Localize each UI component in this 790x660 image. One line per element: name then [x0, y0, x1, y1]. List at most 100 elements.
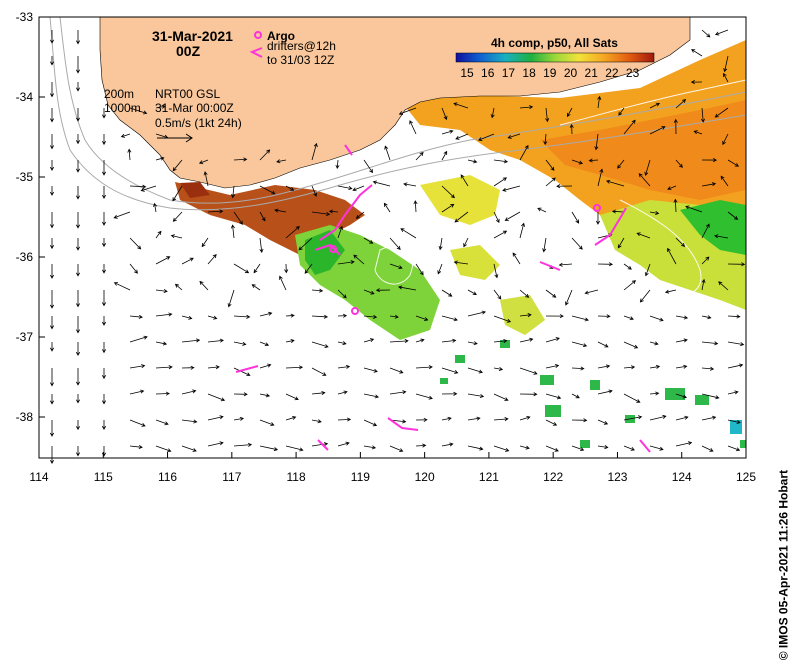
- current-vector-arrow: [389, 339, 409, 344]
- current-vector-arrow: [639, 289, 651, 303]
- lon-tick-label: 117: [222, 470, 241, 484]
- current-vector-arrow: [75, 316, 81, 334]
- current-vector-arrow: [49, 368, 55, 387]
- current-vector-arrow: [259, 237, 264, 253]
- longitude-axis: 114 115 116 117 118 119 120 121 122 123 124 125: [29, 452, 756, 484]
- current-vector-arrow: [493, 339, 508, 344]
- current-vector-arrow: [75, 342, 81, 357]
- current-vector-arrow: [490, 107, 495, 119]
- current-vector-arrow: [101, 108, 107, 119]
- current-vector-arrow: [545, 107, 550, 123]
- current-vector-arrow: [259, 211, 266, 222]
- current-vector-arrow: [493, 159, 509, 164]
- current-vector-arrow: [467, 159, 478, 164]
- current-vector-arrow: [714, 29, 729, 36]
- current-vector-arrow: [727, 390, 739, 395]
- current-vector-arrow: [75, 420, 81, 431]
- current-vector-arrow: [75, 368, 81, 386]
- current-vector-arrow: [467, 445, 484, 451]
- current-vector-arrow: [259, 185, 276, 195]
- ssh-contours: [374, 79, 747, 297]
- current-vector-arrow: [285, 393, 299, 401]
- current-vector-arrow: [384, 145, 391, 161]
- current-vector-arrow: [233, 416, 245, 421]
- current-vector-arrow: [181, 365, 195, 370]
- latitude-axis: -33 -34 -35 -36 -37 -38: [16, 10, 45, 424]
- current-vector-arrow: [311, 419, 322, 424]
- current-vector-arrow: [198, 159, 209, 165]
- argo-legend-label: Argo: [267, 29, 295, 43]
- current-vector-arrow: [49, 420, 55, 437]
- lon-tick-label: 123: [607, 470, 627, 484]
- current-vector-arrow: [75, 134, 81, 145]
- current-vector-arrow: [618, 107, 625, 116]
- current-vector-arrow: [285, 445, 304, 452]
- current-vector-arrow: [727, 363, 744, 369]
- current-vector-arrow: [467, 341, 478, 346]
- current-vector-arrow: [519, 392, 538, 397]
- current-vector-arrow: [259, 311, 273, 317]
- current-vector-arrow: [101, 342, 107, 354]
- lon-tick-label: 120: [415, 470, 435, 484]
- current-vector-arrow: [363, 159, 373, 174]
- current-vector-arrow: [556, 184, 573, 189]
- current-vector-arrow: [233, 157, 248, 162]
- current-vector-arrow: [512, 252, 521, 265]
- current-vector-arrow: [285, 365, 304, 370]
- current-vector-arrow: [455, 133, 469, 140]
- current-vector-arrow: [207, 338, 224, 343]
- current-vector-arrow: [363, 445, 377, 450]
- current-vector-arrow: [311, 341, 329, 348]
- current-vector-arrow: [129, 184, 147, 189]
- current-vector-arrow: [675, 159, 683, 168]
- current-vector-arrow: [49, 160, 55, 171]
- lon-tick-label: 124: [672, 470, 692, 484]
- current-vector-arrow: [675, 98, 687, 109]
- current-vector-arrow: [337, 225, 343, 239]
- current-vector-arrow: [693, 130, 703, 135]
- colorbar-tick-label: 17: [502, 66, 516, 80]
- current-vector-arrow: [101, 160, 107, 176]
- current-vector-arrow: [279, 275, 287, 291]
- current-vector-arrow: [207, 254, 217, 265]
- current-vector-arrow: [285, 185, 295, 191]
- current-vector-arrow: [363, 419, 378, 427]
- current-vector-arrow: [623, 393, 641, 403]
- current-vector-arrow: [155, 445, 172, 453]
- current-vector-arrow: [649, 210, 660, 215]
- current-vector-arrow: [101, 420, 107, 431]
- current-vector-arrow: [398, 107, 417, 115]
- current-vector-arrow: [363, 314, 378, 319]
- current-vector-arrow: [203, 171, 209, 187]
- current-vector-arrow: [701, 341, 719, 346]
- current-vector-arrow: [545, 419, 558, 426]
- current-vector-arrow: [113, 211, 131, 219]
- current-vector-arrow: [606, 179, 625, 187]
- lat-tick-label: -34: [16, 90, 34, 104]
- current-vector-arrow: [207, 315, 218, 320]
- current-vector-arrow: [727, 314, 741, 319]
- current-vector-arrow: [441, 289, 453, 297]
- sst-yellow-patch-3: [500, 295, 545, 335]
- current-vector-arrow: [337, 185, 353, 191]
- current-vector-arrow: [400, 228, 417, 239]
- current-vector-arrow: [571, 315, 589, 322]
- colorbar-tick-label: 15: [460, 66, 474, 80]
- current-vector-arrow: [543, 133, 548, 146]
- current-vector-arrow: [478, 133, 495, 141]
- argo-floats: [329, 204, 601, 315]
- current-vector-arrow: [311, 185, 318, 197]
- colorbar-tick-label: 22: [605, 66, 619, 80]
- current-vector-arrow: [701, 366, 715, 371]
- colorbar-ticks: 15 16 17 18 19 20 21 22 23: [460, 66, 639, 80]
- current-vector-arrow: [493, 289, 502, 300]
- current-vector-arrow: [233, 442, 253, 447]
- current-vector-arrow: [493, 445, 510, 452]
- current-vector-arrow: [597, 341, 609, 348]
- current-vector-arrow: [545, 289, 557, 298]
- current-vector-arrow: [727, 159, 740, 167]
- current-vector-arrow: [571, 211, 580, 224]
- current-vector-arrow: [519, 289, 530, 298]
- current-vector-arrow: [722, 133, 729, 146]
- current-vector-arrow: [623, 365, 636, 370]
